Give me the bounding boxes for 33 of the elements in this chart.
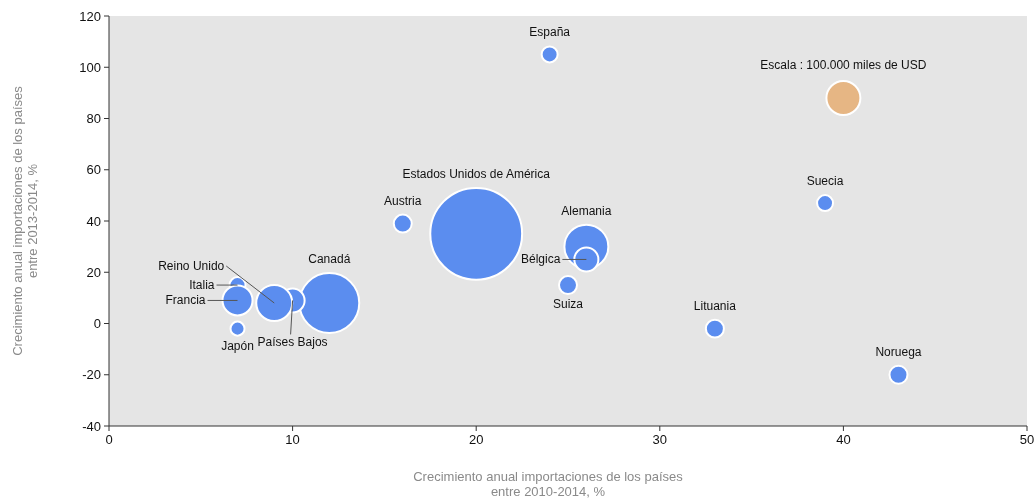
series-label: Noruega [875, 344, 922, 359]
series-label: Austria [384, 193, 422, 208]
y-axis-title: Crecimiento anual importaciones de los países entre 2013-2014, % [10, 85, 40, 356]
x-tick-label: 40 [836, 432, 851, 447]
y-tick-label: 20 [86, 264, 101, 280]
y-tick-label: 100 [79, 59, 101, 75]
x-tick-label: 10 [285, 432, 300, 447]
series-label: Suecia [806, 174, 844, 189]
y-tick-label: -20 [82, 367, 101, 383]
x-tick-label: 0 [105, 432, 113, 447]
y-tick-label: -40 [82, 418, 101, 434]
y-tick-label: 120 [79, 8, 101, 24]
text: Reino Unido [158, 259, 225, 273]
x-tick-label: 50 [1019, 432, 1035, 447]
series-label: España [529, 25, 571, 40]
series-label: Estados Unidos de América [402, 166, 551, 181]
y-tick-label: 0 [93, 316, 101, 331]
text: Países Bajos [257, 335, 328, 350]
series-label: Japón [221, 338, 254, 353]
x-tick-label: 30 [652, 432, 668, 447]
y-tick-label: 60 [86, 162, 101, 178]
series-label: Italia [189, 278, 215, 293]
y-tick-label: 40 [86, 213, 101, 229]
series-label: Bélgica [521, 252, 561, 267]
series-label: Suiza [552, 297, 584, 312]
y-tick-label: 80 [86, 111, 101, 126]
series-label: Canadá [308, 252, 351, 267]
series-label: Lituania [693, 298, 737, 313]
series-label: Alemania [561, 203, 612, 218]
series-label: Francia [165, 293, 206, 308]
x-tick-label: 20 [468, 432, 484, 447]
x-axis-title: Crecimiento anual importaciones de los países entre 2010-2014, % [413, 469, 684, 499]
legend-label: Escala : 100.000 miles de USD [760, 58, 927, 72]
